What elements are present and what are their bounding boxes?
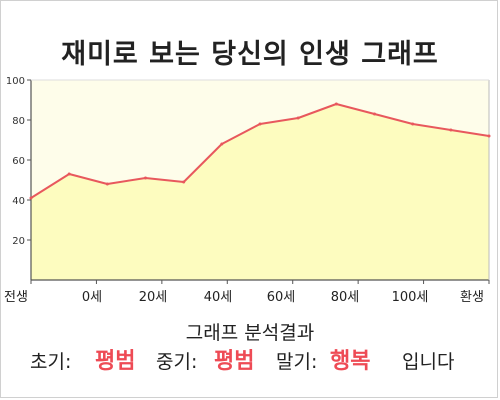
data-point-2 [105, 182, 109, 186]
y-tick-label-0: 20 [12, 236, 25, 247]
mid-value: 평범 [214, 349, 255, 374]
late-label: 말기: [276, 351, 318, 373]
data-point-9 [373, 112, 376, 116]
result-suffix: 입니다 [402, 351, 455, 373]
data-point-7 [296, 116, 300, 120]
analysis-result: 초기: 평범 중기: 평범 말기: 행복 입니다 [0, 346, 500, 382]
x-tick-label-1: 0세 [82, 290, 102, 305]
x-tick-label-6: 100세 [392, 290, 429, 305]
y-tick-label-2: 60 [12, 156, 25, 167]
data-point-8 [334, 102, 338, 106]
data-point-11 [449, 128, 453, 132]
early-value: 평범 [95, 349, 136, 374]
x-tick-label-0: 전생 [4, 290, 28, 305]
data-point-5 [220, 142, 224, 146]
data-point-10 [411, 122, 415, 126]
y-tick-label-1: 40 [12, 196, 25, 207]
mid-label: 중기: [156, 351, 198, 373]
x-tick-label-3: 40세 [204, 290, 233, 305]
x-tick-label-4: 60세 [267, 290, 296, 305]
data-point-4 [182, 180, 186, 184]
page-title: 재미로 보는 당신의 인생 그래프 [61, 39, 439, 70]
series-area-fill [31, 104, 489, 280]
early-label: 초기: [30, 351, 72, 373]
late-value: 행복 [330, 349, 371, 374]
x-tick-label-5: 80세 [331, 290, 360, 305]
x-tick-label-7: 환생 [460, 290, 484, 305]
data-point-3 [144, 176, 147, 180]
y-tick-label-3: 80 [12, 116, 25, 127]
data-point-1 [67, 172, 71, 176]
data-point-6 [258, 122, 262, 126]
data-point-0 [29, 196, 33, 200]
x-tick-label-2: 20세 [139, 290, 168, 305]
analysis-title: 그래프 분석결과 [185, 322, 315, 344]
y-tick-label-4: 100 [6, 76, 25, 87]
data-point-12 [487, 134, 491, 138]
